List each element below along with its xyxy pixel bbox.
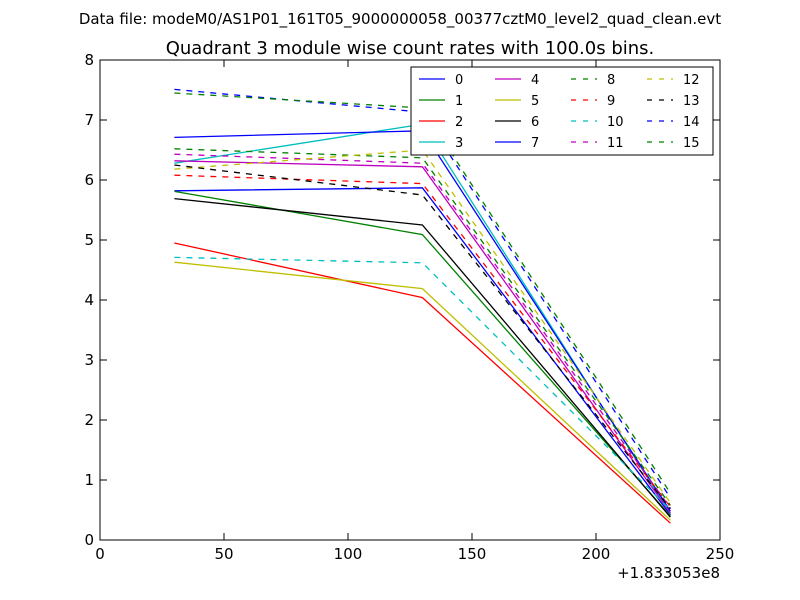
series-line-11 xyxy=(174,153,671,509)
series-line-8 xyxy=(174,148,671,506)
series-line-15 xyxy=(174,92,671,494)
x-tick-label: 0 xyxy=(95,545,105,563)
legend-label-5: 5 xyxy=(531,94,539,109)
y-tick-label: 7 xyxy=(84,111,94,129)
series-line-10 xyxy=(174,256,671,511)
legend-label-15: 15 xyxy=(683,136,700,151)
legend-label-11: 11 xyxy=(607,136,624,151)
series-group xyxy=(174,88,671,524)
x-tick-label: 50 xyxy=(214,545,233,563)
y-tick-label: 4 xyxy=(84,291,94,309)
series-line-6 xyxy=(174,197,671,518)
y-tick-label: 2 xyxy=(84,411,94,429)
legend-label-6: 6 xyxy=(531,115,539,130)
y-tick-label: 0 xyxy=(84,531,94,549)
x-tick-label: 100 xyxy=(334,545,363,563)
legend-label-2: 2 xyxy=(455,115,463,130)
legend-label-7: 7 xyxy=(531,136,539,151)
series-line-0 xyxy=(174,187,671,516)
plot-layer: 0 50 100 150 200 2500123456780123456789101112… xyxy=(84,51,734,563)
legend-label-10: 10 xyxy=(607,115,624,130)
series-line-1 xyxy=(174,190,671,517)
series-line-4 xyxy=(174,160,671,514)
x-axis-offset-label: +1.833053e8 xyxy=(617,564,720,582)
chart-title: Quadrant 3 module wise count rates with … xyxy=(166,38,655,59)
y-tick-label: 5 xyxy=(84,231,94,249)
legend-label-14: 14 xyxy=(683,115,700,130)
series-line-9 xyxy=(174,174,671,508)
x-tick-label: 150 xyxy=(458,545,487,563)
series-line-5 xyxy=(174,261,671,521)
legend-label-8: 8 xyxy=(607,73,615,88)
legend-label-4: 4 xyxy=(531,73,539,88)
legend-label-13: 13 xyxy=(683,94,700,109)
y-tick-label: 8 xyxy=(84,51,94,69)
legend-label-12: 12 xyxy=(683,73,700,88)
series-line-13 xyxy=(174,164,671,510)
legend-label-0: 0 xyxy=(455,73,463,88)
legend-box xyxy=(410,66,714,156)
legend-label-3: 3 xyxy=(455,136,463,151)
x-tick-label: 200 xyxy=(582,545,611,563)
x-tick-label: 250 xyxy=(706,545,735,563)
series-line-2 xyxy=(174,242,671,524)
legend-label-9: 9 xyxy=(607,94,615,109)
y-tick-label: 1 xyxy=(84,471,94,489)
y-tick-label: 6 xyxy=(84,171,94,189)
legend-label-1: 1 xyxy=(455,94,463,109)
y-tick-label: 3 xyxy=(84,351,94,369)
series-line-14 xyxy=(174,88,671,499)
figure-suptitle: Data file: modeM0/AS1P01_161T05_90000000… xyxy=(79,10,721,29)
